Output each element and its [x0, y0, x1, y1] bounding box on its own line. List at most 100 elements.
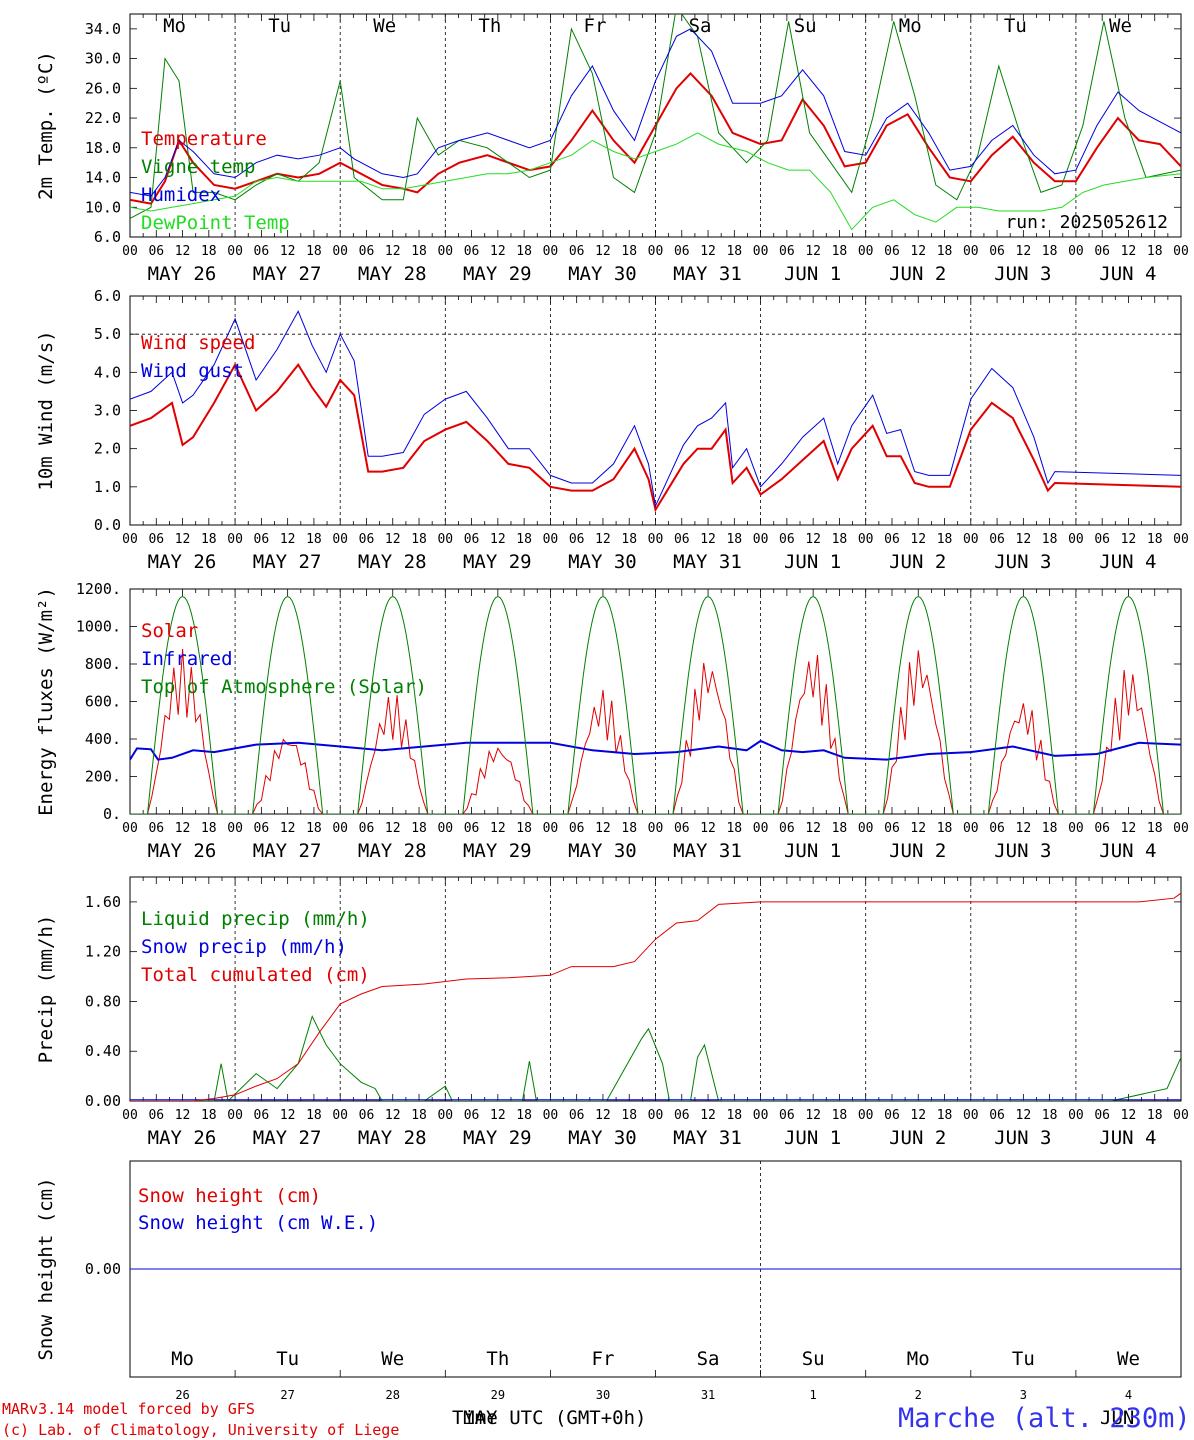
hour-tick-label: 00: [1068, 532, 1084, 547]
hour-tick-label: 18: [937, 821, 953, 836]
y-tick-label: 0.00: [85, 1260, 121, 1278]
footer-model-credit: MARv3.14 model forced by GFS: [2, 1400, 255, 1418]
legend-entry: Wind gust: [141, 360, 244, 382]
weekday-label: Fr: [584, 15, 607, 37]
hour-tick-label: 18: [937, 532, 953, 547]
y-tick-label: 600.: [85, 693, 121, 711]
hour-tick-label: 18: [621, 821, 637, 836]
date-label: MAY 26: [148, 551, 217, 573]
y-tick-label: 1.0: [94, 478, 121, 496]
hour-tick-label: 18: [201, 1108, 217, 1123]
y-tick-label: 10.0: [85, 198, 121, 216]
hour-tick-label: 06: [989, 1108, 1005, 1123]
hour-tick-label: 00: [648, 1108, 664, 1123]
hour-tick-label: 12: [700, 1108, 716, 1123]
legend-entry: Vigne temp: [141, 156, 255, 178]
hour-tick-label: 00: [122, 821, 138, 836]
hour-tick-label: 18: [937, 1108, 953, 1123]
series-layer: [130, 14, 1181, 231]
hour-tick-label: 06: [148, 532, 164, 547]
hour-tick-label: 12: [1121, 821, 1137, 836]
hour-tick-label: 00: [858, 532, 874, 547]
hour-tick-label: 06: [254, 1108, 270, 1123]
date-label: JUN 1: [784, 1127, 841, 1149]
y-tick-label: 0.40: [85, 1042, 121, 1060]
series-layer: [130, 595, 1181, 814]
y-tick-label: 22.0: [85, 109, 121, 127]
hour-tick-label: 12: [175, 244, 191, 259]
day-of-month-label: 3: [1020, 1388, 1027, 1402]
hour-tick-label: 06: [884, 821, 900, 836]
legend-entry: Snow height (cm): [138, 1185, 321, 1207]
series-line-1: [130, 648, 1177, 814]
hour-tick-label: 12: [280, 244, 296, 259]
hour-tick-label: 12: [805, 821, 821, 836]
hour-tick-label: 00: [1068, 821, 1084, 836]
hour-tick-label: 12: [280, 821, 296, 836]
hour-tick-label: 12: [910, 532, 926, 547]
y-tick-label: 6.0: [94, 228, 121, 246]
hour-tick-label: 06: [1094, 821, 1110, 836]
y-tick-label: 6.0: [94, 287, 121, 305]
hour-tick-label: 00: [227, 244, 243, 259]
hour-tick-label: 06: [148, 244, 164, 259]
y-tick-label: 5.0: [94, 325, 121, 343]
hour-tick-label: 12: [385, 244, 401, 259]
hour-tick-label: 12: [175, 821, 191, 836]
chart-panel-5: Snow height (cm) 0.00 Snow height (cm) Snow…: [35, 1160, 1182, 1429]
hour-tick-label: 00: [1173, 532, 1189, 547]
hour-tick-label: 18: [832, 1108, 848, 1123]
y-axis-title: Precip (mm/h): [35, 915, 57, 1064]
y-axis-title: 10m Wind (m/s): [35, 330, 57, 490]
y-tick-label: 1.60: [85, 893, 121, 911]
hour-tick-label: 18: [306, 532, 322, 547]
hour-tick-label: 00: [1068, 1108, 1084, 1123]
series-line-4: [130, 132, 1181, 231]
hour-tick-label: 12: [490, 1108, 506, 1123]
hour-tick-label: 06: [148, 1108, 164, 1123]
hour-tick-label: 06: [254, 244, 270, 259]
chart-panel-3: 00 06 12 18 00 06 12 18 00 06 12 18 00 06 12 18 00 06 12 18…: [35, 580, 1189, 862]
date-label: MAY 27: [253, 840, 322, 862]
hour-tick-label: 12: [700, 821, 716, 836]
weekday-label: Mo: [171, 1348, 194, 1370]
day-of-month-label: 4: [1125, 1388, 1132, 1402]
hour-tick-label: 18: [1147, 1108, 1163, 1123]
hour-tick-label: 06: [674, 821, 690, 836]
date-label: JUN 2: [889, 551, 946, 573]
y-axis-title: Snow height (cm): [35, 1177, 57, 1360]
hour-tick-label: 06: [989, 532, 1005, 547]
y-tick-label: 0.00: [85, 1092, 121, 1110]
hour-tick-label: 18: [306, 1108, 322, 1123]
hour-tick-label: 06: [779, 1108, 795, 1123]
weekday-label: Th: [486, 1348, 509, 1370]
hour-tick-label: 18: [411, 532, 427, 547]
weekday-label: Mo: [907, 1348, 930, 1370]
hour-tick-label: 18: [937, 244, 953, 259]
hour-tick-label: 00: [543, 1108, 559, 1123]
hour-tick-label: 00: [227, 1108, 243, 1123]
hour-tick-label: 00: [122, 532, 138, 547]
hour-tick-label: 18: [201, 821, 217, 836]
hour-tick-label: 06: [464, 1108, 480, 1123]
hour-tick-label: 18: [726, 821, 742, 836]
hour-tick-label: 12: [595, 244, 611, 259]
hour-tick-label: 00: [543, 821, 559, 836]
hour-tick-label: 18: [726, 244, 742, 259]
date-label: MAY 31: [673, 551, 742, 573]
date-label: MAY 28: [358, 840, 427, 862]
hour-tick-label: 18: [306, 244, 322, 259]
weekday-label: Tu: [276, 1348, 299, 1370]
hour-tick-label: 06: [779, 244, 795, 259]
hour-tick-label: 06: [989, 244, 1005, 259]
date-label: JUN 3: [994, 1127, 1051, 1149]
hour-tick-label: 12: [700, 532, 716, 547]
hour-tick-label: 12: [910, 821, 926, 836]
hour-tick-label: 12: [175, 532, 191, 547]
weekday-label: Su: [802, 1348, 825, 1370]
y-tick-label: 400.: [85, 730, 121, 748]
hour-tick-label: 18: [516, 532, 532, 547]
hour-tick-label: 12: [490, 532, 506, 547]
day-of-month-label: 1: [810, 1388, 817, 1402]
